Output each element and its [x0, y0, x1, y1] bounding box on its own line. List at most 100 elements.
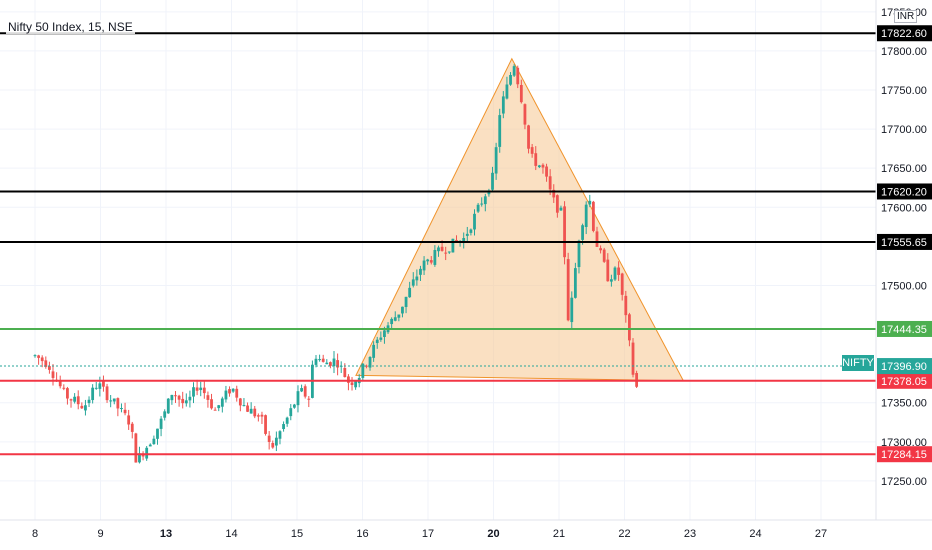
candle: [570, 291, 574, 329]
candle: [282, 421, 285, 432]
candle: [325, 359, 329, 365]
svg-text:17396.90: 17396.90: [881, 361, 927, 373]
x-tick-label: 9: [97, 528, 103, 540]
candle: [498, 108, 502, 153]
candle: [152, 435, 156, 445]
candle: [181, 391, 185, 409]
candle: [127, 409, 131, 430]
candle: [332, 351, 336, 374]
candle: [530, 143, 534, 158]
y-tick-label: 17500.00: [881, 280, 927, 292]
candle: [494, 142, 498, 180]
x-tick-label: 17: [422, 528, 434, 540]
x-tick-label: 15: [291, 528, 303, 540]
chart-title: Nifty 50 Index, 15, NSE: [6, 20, 135, 34]
candle: [278, 430, 282, 445]
candle: [256, 413, 260, 422]
horizontal-levels: [0, 32, 876, 456]
candle: [76, 390, 80, 410]
currency-label[interactable]: INR: [894, 10, 918, 23]
candle: [588, 194, 592, 208]
candle: [48, 361, 51, 374]
candle: [285, 416, 289, 427]
candle: [541, 163, 545, 174]
candle: [264, 414, 267, 436]
x-tick-label: 20: [487, 528, 499, 540]
candle: [426, 258, 430, 265]
candle: [462, 232, 466, 249]
candle: [487, 188, 491, 197]
candle: [372, 341, 376, 362]
candle: [523, 103, 527, 130]
candle: [188, 390, 192, 408]
candle: [509, 72, 512, 86]
candle: [610, 274, 613, 287]
candle: [635, 370, 639, 389]
candle: [390, 317, 394, 330]
triangle-drawing: [355, 57, 685, 382]
candle: [159, 416, 163, 437]
candle: [37, 354, 41, 365]
candle: [476, 202, 480, 213]
candle: [123, 402, 127, 416]
candle: [501, 91, 505, 119]
candle: [307, 396, 311, 408]
candle: [595, 226, 599, 247]
candle: [235, 385, 239, 402]
candle: [156, 428, 159, 445]
candle: [228, 386, 231, 397]
candle: [339, 361, 343, 374]
price-axis-labels: 17822.60 17620.20 17555.65 17444.35 17378.05…: [877, 25, 932, 463]
candle: [617, 261, 621, 281]
candle: [292, 403, 296, 409]
candle: [404, 296, 408, 314]
candle: [134, 432, 138, 463]
candle: [519, 79, 523, 104]
candle: [408, 281, 412, 298]
candle: [447, 251, 451, 254]
candle: [267, 431, 271, 450]
candle: [393, 311, 397, 322]
candle: [343, 363, 347, 378]
candle: [73, 393, 77, 404]
x-tick-label: 8: [32, 528, 38, 540]
x-tick-label: 27: [815, 528, 827, 540]
svg-text:17555.65: 17555.65: [881, 237, 927, 249]
candle: [289, 404, 293, 421]
candle: [66, 386, 69, 405]
candle: [397, 314, 401, 322]
candle: [195, 379, 199, 396]
candle: [206, 391, 210, 408]
candle: [559, 205, 563, 211]
candle: [584, 201, 588, 235]
candle: [170, 394, 174, 405]
x-tick-label: 22: [618, 528, 630, 540]
candle: [537, 164, 541, 169]
candle: [411, 272, 415, 288]
candle: [365, 364, 368, 369]
candle: [566, 252, 570, 322]
candle: [429, 256, 433, 265]
level-price-label: 17284.15: [877, 446, 932, 463]
candle: [94, 382, 98, 390]
candle: [573, 262, 577, 299]
y-tick-label: 17800.00: [881, 46, 927, 58]
svg-text:17444.35: 17444.35: [881, 324, 927, 336]
candle: [303, 384, 307, 399]
candle: [253, 405, 257, 419]
candle: [105, 383, 109, 403]
candle: [40, 355, 44, 368]
candle: [271, 440, 275, 449]
candle: [84, 399, 87, 416]
candle: [527, 124, 530, 154]
candle: [361, 363, 365, 381]
candle: [192, 382, 195, 404]
candle: [58, 375, 62, 389]
x-tick-label: 24: [749, 528, 761, 540]
candle: [599, 245, 602, 254]
candle: [415, 269, 419, 286]
candle: [62, 384, 66, 391]
candle: [375, 336, 379, 349]
candle: [314, 355, 318, 368]
